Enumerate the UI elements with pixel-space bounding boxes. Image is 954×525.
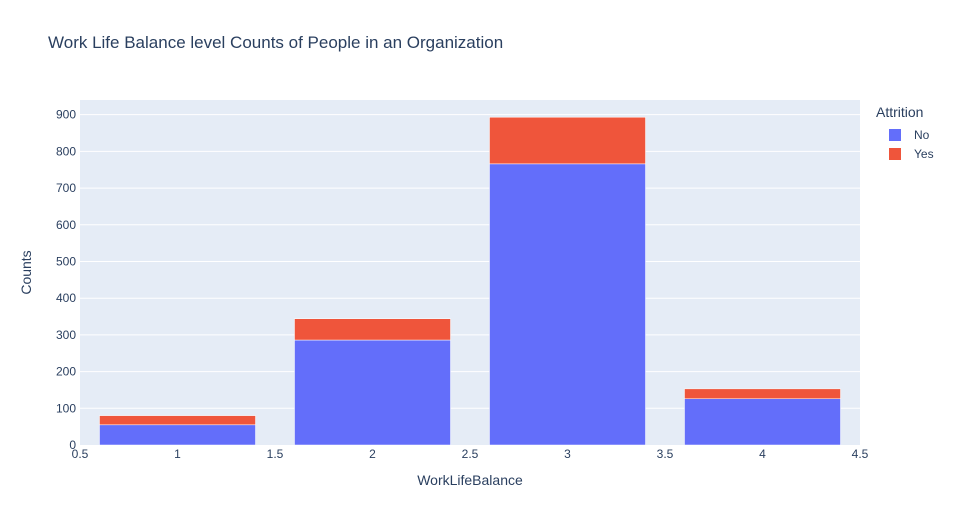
legend-item-yes[interactable]: Yes bbox=[876, 144, 934, 163]
bar-yes-3[interactable] bbox=[489, 117, 646, 165]
x-axis-ticks: 0.5 1 1.5 2 2.5 3 3.5 4 4.5 bbox=[72, 447, 869, 461]
chart-title: Work Life Balance level Counts of People… bbox=[48, 33, 504, 52]
bar-no-2[interactable] bbox=[294, 339, 451, 446]
legend-item-no[interactable]: No bbox=[876, 125, 934, 144]
bar-yes-1[interactable] bbox=[99, 415, 256, 426]
y-tick-label: 400 bbox=[56, 291, 76, 305]
y-tick-label: 800 bbox=[56, 144, 76, 158]
bar-yes-4[interactable] bbox=[684, 388, 841, 400]
x-tick-label: 4.5 bbox=[852, 447, 869, 461]
y-tick-label: 900 bbox=[56, 108, 76, 122]
y-tick-label: 700 bbox=[56, 181, 76, 195]
y-tick-label: 600 bbox=[56, 218, 76, 232]
bar-no-3[interactable] bbox=[489, 163, 646, 446]
x-tick-label: 1.5 bbox=[267, 447, 284, 461]
x-tick-label: 2.5 bbox=[462, 447, 479, 461]
x-tick-label: 3 bbox=[564, 447, 571, 461]
legend-title: Attrition bbox=[876, 104, 924, 120]
legend-label-no: No bbox=[914, 127, 930, 142]
x-tick-label: 0.5 bbox=[72, 447, 89, 461]
y-axis-title: Counts bbox=[18, 250, 34, 294]
y-tick-label: 300 bbox=[56, 328, 76, 342]
y-tick-label: 200 bbox=[56, 365, 76, 379]
bar-no-4[interactable] bbox=[684, 398, 841, 446]
legend-label-yes: Yes bbox=[914, 146, 934, 161]
bar-no-1[interactable] bbox=[99, 424, 256, 446]
legend-swatch-yes bbox=[889, 147, 901, 160]
y-tick-label: 500 bbox=[56, 254, 76, 268]
legend-swatch-no bbox=[889, 128, 901, 141]
plot-background bbox=[80, 100, 860, 445]
x-tick-label: 1 bbox=[174, 447, 181, 461]
x-tick-label: 2 bbox=[369, 447, 376, 461]
y-axis-ticks: 0 100 200 300 400 500 600 700 800 900 bbox=[56, 108, 76, 452]
bar-yes-2[interactable] bbox=[294, 318, 451, 341]
bars bbox=[99, 117, 841, 446]
x-tick-label: 4 bbox=[759, 447, 766, 461]
y-tick-label: 0 bbox=[69, 438, 76, 452]
x-tick-label: 3.5 bbox=[657, 447, 674, 461]
x-axis-title: WorkLifeBalance bbox=[417, 472, 523, 488]
legend: Attrition No Yes bbox=[876, 104, 934, 163]
y-tick-label: 100 bbox=[56, 401, 76, 415]
